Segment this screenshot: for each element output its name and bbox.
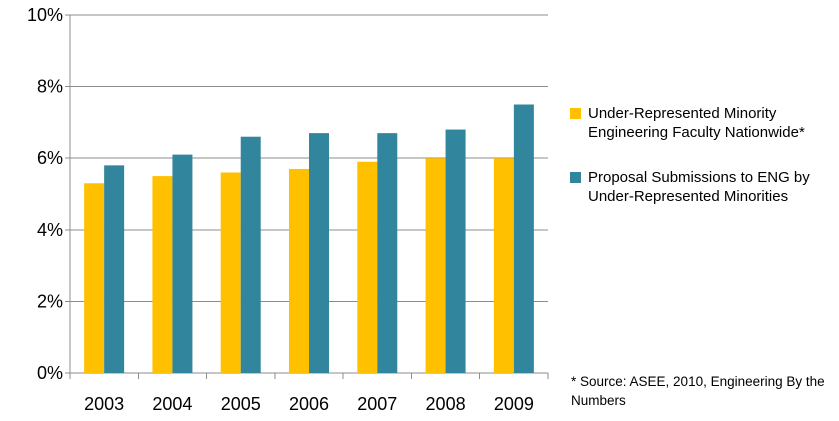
bar-proposals-2006	[309, 133, 329, 373]
legend-swatch-proposals	[570, 172, 581, 183]
bar-proposals-2003	[104, 165, 125, 373]
bar-faculty-2008	[425, 158, 446, 373]
bar-faculty-2007	[357, 161, 378, 373]
bars	[84, 104, 534, 373]
source-annotation: * Source: ASEE, 2010, Engineering By the…	[571, 374, 825, 408]
y-tick-label: 2%	[37, 291, 63, 311]
bar-proposals-2008	[445, 129, 466, 373]
y-tick-label: 10%	[27, 5, 63, 25]
x-tick-label: 2008	[426, 394, 466, 414]
y-tick-label: 8%	[37, 77, 63, 97]
legend-item-proposals: Proposal Submissions to ENG by Under-Rep…	[570, 168, 835, 206]
bar-faculty-2009	[493, 158, 514, 373]
legend-item-faculty: Under-Represented Minority Engineering F…	[570, 104, 835, 142]
bar-proposals-2005	[240, 136, 261, 373]
y-tick-label: 0%	[37, 363, 63, 383]
legend-label-proposals: Proposal Submissions to ENG by Under-Rep…	[588, 169, 810, 205]
legend-label-faculty: Under-Represented Minority Engineering F…	[588, 105, 805, 141]
bar-proposals-2007	[377, 133, 398, 373]
legend-swatch-faculty	[570, 108, 581, 119]
tick-labels: 0% 2% 4% 6% 8% 10% 2003 2004 2005 2006 2007 2008 200…	[27, 5, 534, 414]
y-tick-label: 6%	[37, 148, 63, 168]
x-tick-label: 2007	[357, 394, 397, 414]
bar-proposals-2009	[513, 104, 534, 373]
x-tick-label: 2009	[494, 394, 534, 414]
bar-proposals-2004	[172, 154, 193, 373]
bar-faculty-2003	[84, 183, 105, 373]
bar-faculty-2005	[220, 172, 241, 373]
x-tick-label: 2004	[152, 394, 192, 414]
legend: Under-Represented Minority Engineering F…	[570, 104, 835, 206]
bar-faculty-2006	[289, 168, 309, 373]
bar-faculty-2004	[152, 176, 173, 373]
x-tick-label: 2003	[84, 394, 124, 414]
y-tick-label: 4%	[37, 220, 63, 240]
x-tick-label: 2005	[221, 394, 261, 414]
x-tick-label: 2006	[289, 394, 329, 414]
